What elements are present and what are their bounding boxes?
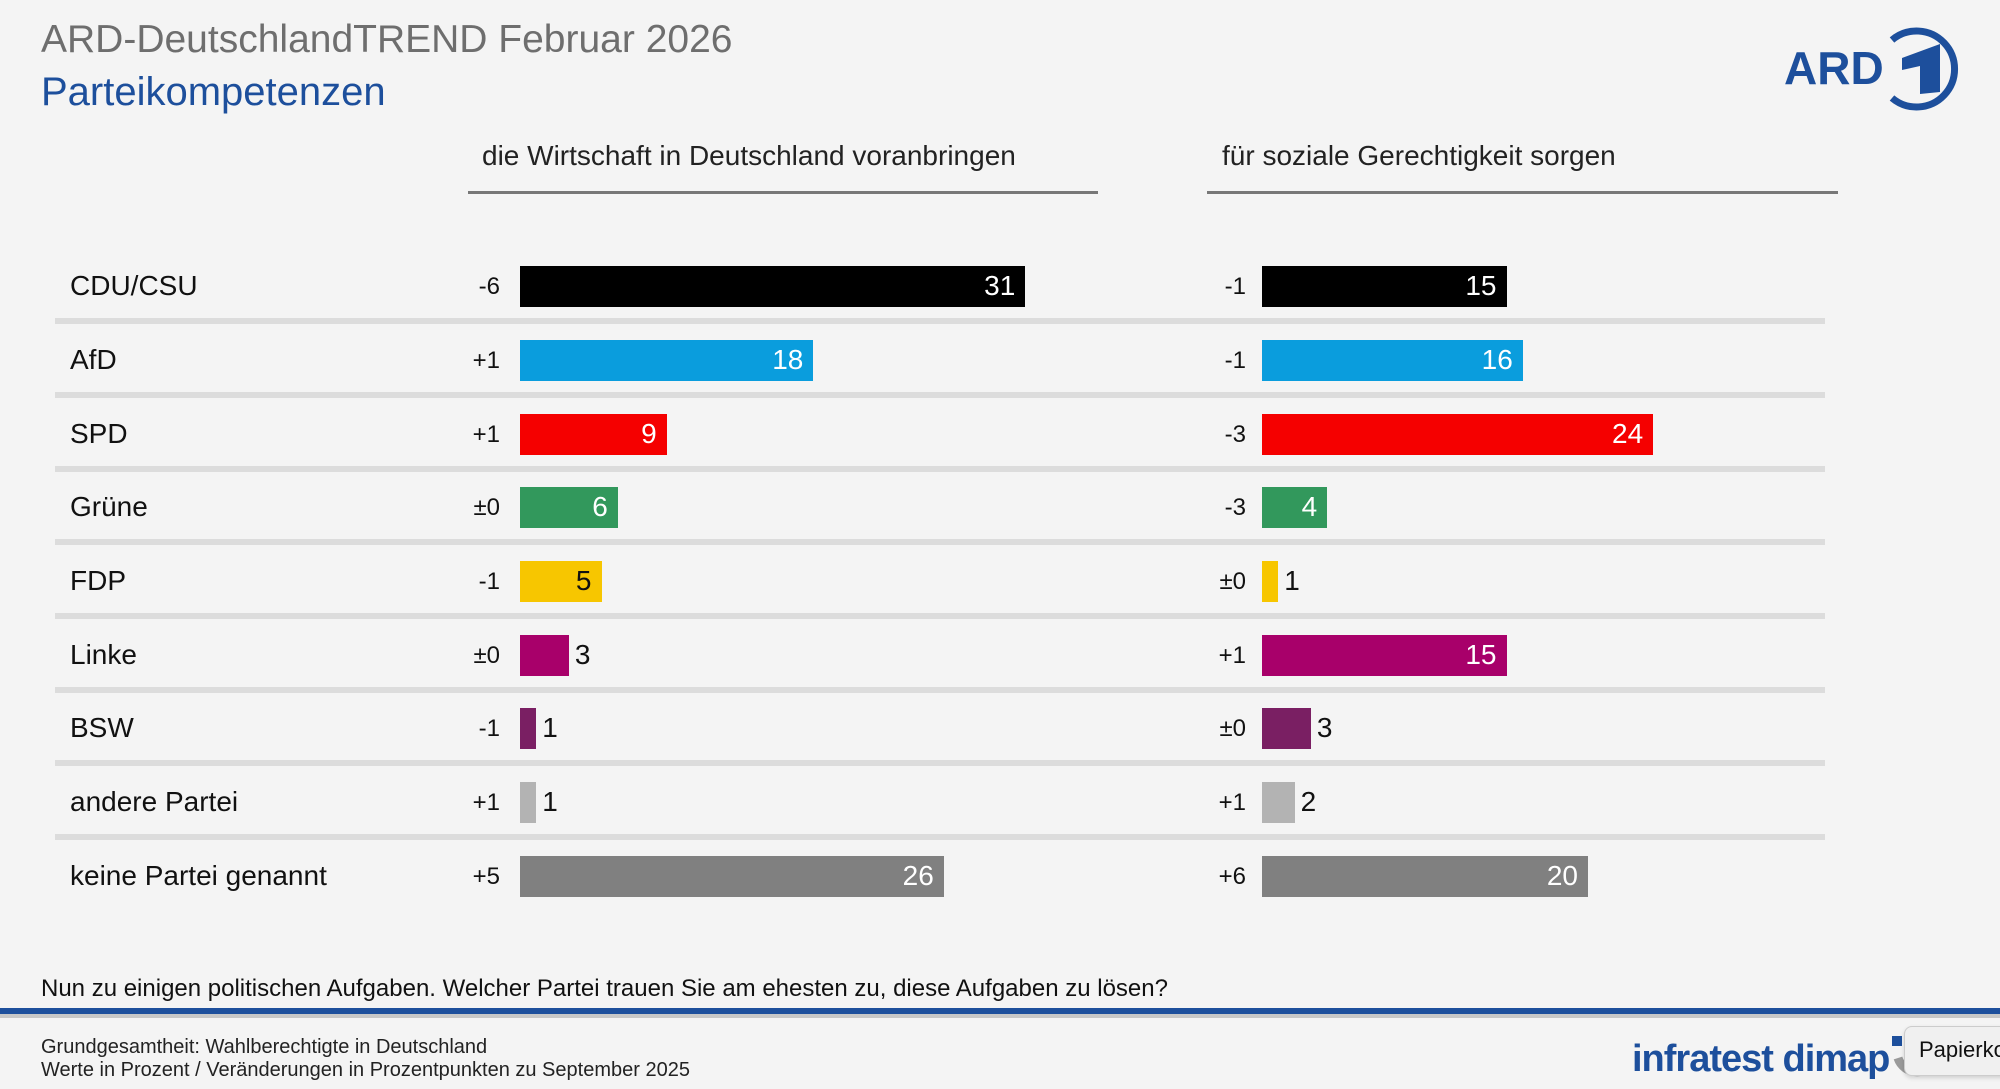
party-label: andere Partei: [70, 786, 239, 817]
change-value: -1: [478, 715, 500, 742]
bar-value-label: 26: [902, 860, 934, 891]
party-label: BSW: [70, 712, 134, 743]
bar: [520, 782, 537, 823]
bar-value-label: 3: [1316, 712, 1333, 743]
change-value: +6: [1218, 863, 1246, 890]
bar-value-label: 15: [1465, 270, 1497, 301]
change-value: -1: [478, 568, 500, 595]
bar-value-label: 1: [1284, 565, 1300, 596]
bar-value-label: 18: [772, 344, 804, 375]
bar: [520, 561, 602, 602]
row-separator: [55, 834, 1825, 840]
chart-row: andere Partei +1 1 +1 2: [0, 766, 2000, 840]
party-label: keine Partei genannt: [70, 860, 327, 891]
chart-row: Linke ±0 3 +1 15: [0, 619, 2000, 693]
row-separator: [55, 613, 1825, 619]
party-label: SPD: [70, 418, 128, 449]
infratest-dimap-logo: infratest dimap: [1632, 1038, 1890, 1080]
chart-row: BSW -1 1 ±0 3: [0, 692, 2000, 766]
change-value: -1: [1224, 347, 1246, 374]
bar: [1262, 487, 1328, 528]
bar-value-label: 31: [984, 270, 1016, 301]
bar: [1262, 266, 1507, 307]
bar-value-label: 16: [1481, 344, 1513, 375]
bar-value-label: 1: [542, 712, 558, 743]
bar: [520, 856, 944, 897]
column-header-underline: [1207, 191, 1838, 194]
row-separator: [55, 392, 1825, 398]
chart-title: ARD-DeutschlandTREND Februar 2026: [41, 18, 733, 61]
chart-subtitle: Parteikompetenzen: [41, 70, 386, 114]
bar-value-label: 5: [575, 565, 592, 596]
footer-values-note: Werte in Prozent / Veränderungen in Proz…: [41, 1059, 690, 1081]
bar: [520, 708, 537, 749]
bar: [520, 635, 569, 676]
party-label: AfD: [70, 344, 117, 375]
survey-question: Nun zu einigen politischen Aufgaben. Wel…: [41, 975, 1168, 1002]
change-value: +1: [472, 789, 500, 816]
bar-value-label: 15: [1465, 639, 1497, 670]
row-separator: [55, 466, 1825, 472]
change-value: ±0: [1219, 568, 1246, 595]
chart-row: CDU/CSU -6 31 -1 15: [0, 250, 2000, 324]
change-value: +1: [472, 347, 500, 374]
column-header-economy: die Wirtschaft in Deutschland voranbring…: [482, 140, 1016, 171]
bar: [1262, 340, 1523, 381]
party-label: Grüne: [70, 491, 148, 522]
change-value: -3: [1224, 421, 1246, 448]
bar: [520, 414, 667, 455]
change-value: -3: [1224, 494, 1246, 521]
chart-row: FDP -1 5 ±0 1: [0, 545, 2000, 619]
bar-value-label: 20: [1546, 860, 1578, 891]
change-value: +1: [472, 421, 500, 448]
change-value: +5: [472, 863, 500, 890]
chart-row: SPD +1 9 -3 24: [0, 398, 2000, 472]
bar: [1262, 782, 1295, 823]
row-separator: [55, 760, 1825, 766]
bar: [1262, 635, 1507, 676]
bar-value-label: 24: [1612, 418, 1644, 449]
column-header-underline: [468, 191, 1098, 194]
chart-row: AfD +1 18 -1 16: [0, 324, 2000, 398]
party-label: FDP: [70, 565, 126, 596]
row-separator: [55, 539, 1825, 545]
bar: [520, 266, 1026, 307]
tooltip-papierkorb: Papierkorb: [1904, 1026, 2000, 1076]
change-value: ±0: [1219, 715, 1246, 742]
party-label: CDU/CSU: [70, 270, 198, 301]
footer-divider-shadow: [0, 1014, 2000, 1018]
footer-base-note: Grundgesamtheit: Wahlberechtigte in Deut…: [41, 1036, 488, 1058]
change-value: ±0: [473, 642, 500, 669]
bar-value-label: 6: [592, 491, 608, 522]
bar-value-label: 3: [574, 639, 591, 670]
change-value: ±0: [473, 494, 500, 521]
footer-divider: [0, 1008, 2000, 1014]
bar: [1262, 561, 1279, 602]
bar: [520, 340, 814, 381]
row-separator: [55, 318, 1825, 324]
bar-value-label: 2: [1300, 786, 1317, 817]
column-header-social-justice: für soziale Gerechtigkeit sorgen: [1222, 140, 1616, 171]
ard-logo: ARD: [1784, 27, 1959, 111]
bar-value-label: 9: [641, 418, 657, 449]
change-value: +1: [1218, 642, 1246, 669]
party-label: Linke: [70, 639, 137, 670]
bar: [1262, 708, 1311, 749]
chart-row: keine Partei genannt +5 26 +6 20: [0, 840, 2000, 914]
change-value: +1: [1218, 789, 1246, 816]
bar: [520, 487, 618, 528]
row-separator: [55, 687, 1825, 693]
bar: [1262, 856, 1588, 897]
change-value: -6: [478, 273, 500, 300]
bar: [1262, 414, 1654, 455]
change-value: -1: [1224, 273, 1246, 300]
bar-value-label: 1: [542, 786, 558, 817]
svg-text:ARD: ARD: [1784, 42, 1884, 94]
bar-value-label: 4: [1301, 491, 1318, 522]
chart-row: Grüne ±0 6 -3 4: [0, 471, 2000, 545]
